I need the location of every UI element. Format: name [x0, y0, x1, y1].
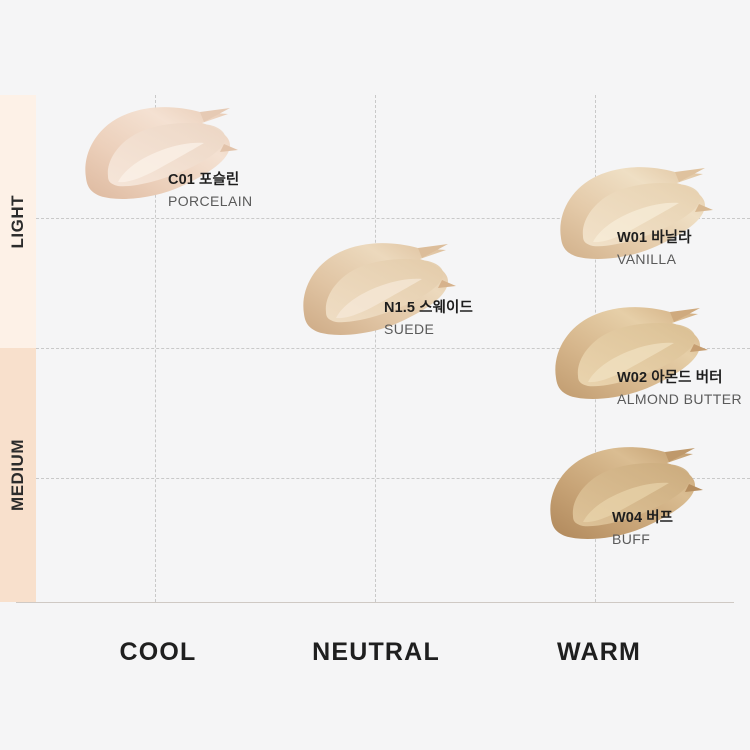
foundation-smear-icon — [550, 447, 703, 539]
depth-band-light-label: LIGHT — [8, 194, 27, 249]
shade-name-w02: ALMOND BUTTER — [617, 391, 742, 408]
gridline-horizontal-2 — [36, 348, 750, 349]
axis-baseline — [16, 602, 734, 603]
shade-name-n15: SUEDE — [384, 321, 435, 338]
shade-code-w01: W01 바닐라 — [617, 230, 692, 246]
shade-code-w04: W04 버프 — [612, 510, 674, 526]
depth-band-medium-label: MEDIUM — [8, 439, 27, 511]
foundation-smear-icon — [555, 307, 708, 399]
shade-label-c01: C01 포슬린 PORCELAIN — [168, 170, 253, 212]
shade-label-w02: W02 아몬드 버터 ALMOND BUTTER — [617, 368, 742, 410]
undertone-label-neutral: NEUTRAL — [312, 638, 440, 666]
undertone-label-cool: COOL — [119, 638, 197, 666]
gridline-horizontal-1 — [36, 218, 750, 219]
depth-band-medium: MEDIUM — [0, 348, 36, 602]
shade-code-c01: C01 포슬린 — [168, 172, 240, 188]
foundation-smear-icon — [303, 243, 456, 335]
shade-name-w04: BUFF — [612, 531, 651, 548]
shade-code-w02: W02 아몬드 버터 — [617, 370, 723, 386]
shade-label-w04: W04 버프 BUFF — [612, 508, 673, 550]
undertone-label-warm: WARM — [557, 638, 641, 666]
foundation-smear-icon — [85, 107, 238, 199]
shade-name-w01: VANILLA — [617, 251, 677, 268]
shade-label-w01: W01 바닐라 VANILLA — [617, 228, 692, 270]
depth-band-light: LIGHT — [0, 95, 36, 348]
shade-label-n15: N1.5 스웨이드 SUEDE — [384, 298, 473, 340]
foundation-smear-icon — [560, 167, 713, 259]
gridline-horizontal-3 — [36, 478, 750, 479]
shade-code-n15: N1.5 스웨이드 — [384, 300, 473, 316]
shade-name-c01: PORCELAIN — [168, 193, 253, 210]
